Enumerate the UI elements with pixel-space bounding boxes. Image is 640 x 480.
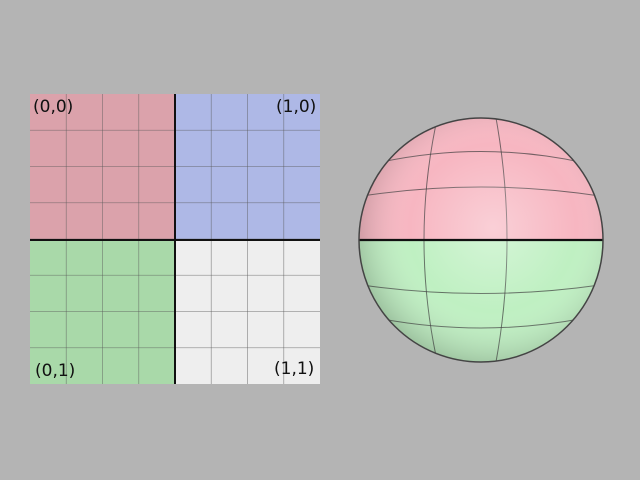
corner-label-1-0: (1,0): [276, 97, 317, 117]
corner-label-0-0: (0,0): [33, 97, 74, 117]
corner-label-0-1: (0,1): [35, 361, 76, 381]
corner-label-1-1: (1,1): [274, 359, 315, 379]
